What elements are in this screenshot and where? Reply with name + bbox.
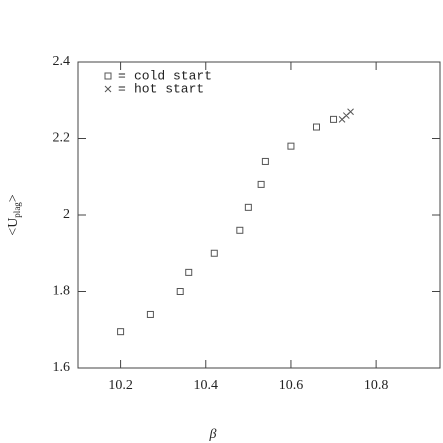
legend-marker bbox=[104, 72, 112, 80]
x-tick-label: 10.4 bbox=[194, 378, 219, 393]
plot-frame bbox=[77, 61, 441, 369]
y-axis-label: <Uplag> bbox=[6, 194, 22, 236]
point bbox=[257, 180, 265, 188]
point bbox=[287, 142, 295, 150]
point bbox=[117, 328, 125, 336]
y-tick-label: 2 bbox=[63, 207, 70, 222]
y-tick-label: 2.4 bbox=[53, 54, 71, 69]
legend-label: hot start bbox=[134, 81, 204, 96]
point bbox=[347, 108, 354, 116]
y-label-sub: plag bbox=[12, 202, 22, 218]
point bbox=[312, 123, 320, 131]
legend-separator: = bbox=[118, 81, 126, 96]
point bbox=[185, 268, 193, 276]
point bbox=[330, 115, 338, 123]
x-tick-label: 10.2 bbox=[108, 378, 133, 393]
y-label-start: <U bbox=[6, 218, 21, 236]
point bbox=[210, 249, 218, 257]
point bbox=[261, 157, 269, 165]
point bbox=[146, 310, 154, 318]
x-tick-label: 10.6 bbox=[279, 378, 304, 393]
x-tick-label: 10.8 bbox=[364, 378, 389, 393]
x-axis-label: β bbox=[209, 427, 217, 442]
y-label-end: > bbox=[6, 194, 21, 202]
legend-marker bbox=[104, 85, 112, 93]
legend-separator: = bbox=[118, 68, 126, 83]
y-tick-label: 1.6 bbox=[53, 360, 71, 375]
y-tick-label: 2.2 bbox=[53, 131, 71, 146]
point bbox=[236, 226, 244, 234]
y-tick-label: 1.8 bbox=[53, 284, 71, 299]
point bbox=[244, 203, 252, 211]
legend-label: cold start bbox=[134, 68, 212, 83]
point bbox=[176, 288, 184, 295]
